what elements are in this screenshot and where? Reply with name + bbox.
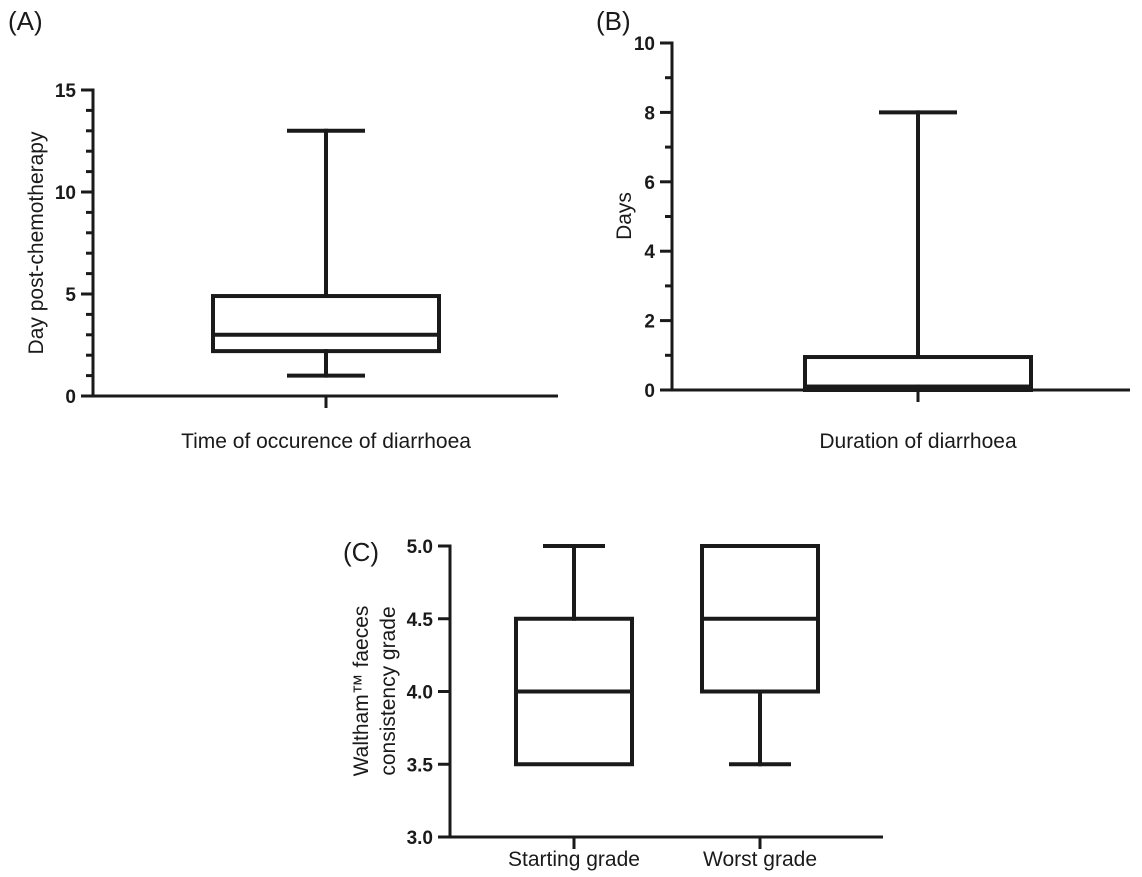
chart-panel-2: (C) 3.0 3.5 4.0 4.5 5.0 Waltham™ faeces consist…: [343, 537, 883, 871]
y-axis-label: Waltham™ faeces consistency grade: [350, 606, 400, 777]
box-plot-0: Time of occurence of diarrhoea: [181, 128, 471, 453]
y-tick-label: 15: [55, 81, 77, 102]
iqr-box: [803, 355, 1033, 389]
box-plot-0: Duration of diarrhoea: [803, 110, 1033, 453]
iqr-box: [211, 294, 441, 354]
panel-label: (C): [343, 537, 379, 567]
y-tick-label: 2: [644, 312, 655, 333]
y-tick-label: 10: [634, 34, 655, 55]
panel-label: (B): [596, 6, 631, 36]
box-plot-0: Starting grade: [508, 544, 640, 871]
y-tick-label: 4.5: [407, 610, 434, 631]
y-tick-label: 6: [644, 173, 655, 194]
y-axis-label-line: Waltham™ faeces: [350, 606, 373, 777]
y-tick-label: 3.0: [407, 828, 433, 849]
y-axis-label-line: consistency grade: [377, 606, 400, 775]
x-category-label: Duration of diarrhoea: [819, 430, 1017, 453]
y-tick-label: 8: [644, 103, 655, 124]
y-tick-label: 4: [644, 242, 655, 263]
y-tick-label: 5: [65, 285, 76, 306]
chart-panel-0: (A) 0 5 10 15 Day post-chemotherapy Time of oc…: [8, 6, 558, 453]
x-category-label: Time of occurence of diarrhoea: [181, 430, 471, 453]
y-tick-label: 5.0: [407, 537, 433, 558]
chart-panel-1: (B) 0 2 4 6 8 10 Days Duration of diarrhoea: [596, 6, 1130, 453]
y-tick-label: 0: [644, 381, 655, 402]
y-tick-label: 0: [65, 387, 76, 408]
y-tick-label: 10: [55, 183, 76, 204]
panel-label: (A): [8, 6, 43, 36]
box-plot-1: Worst grade: [700, 544, 820, 871]
y-axis-label: Days: [613, 192, 636, 240]
y-tick-label: 4.0: [407, 683, 433, 704]
y-axis-label: Day post-chemotherapy: [25, 131, 48, 354]
y-tick-label: 3.5: [407, 755, 434, 776]
x-category-label: Worst grade: [703, 848, 817, 871]
x-category-label: Starting grade: [508, 848, 640, 871]
